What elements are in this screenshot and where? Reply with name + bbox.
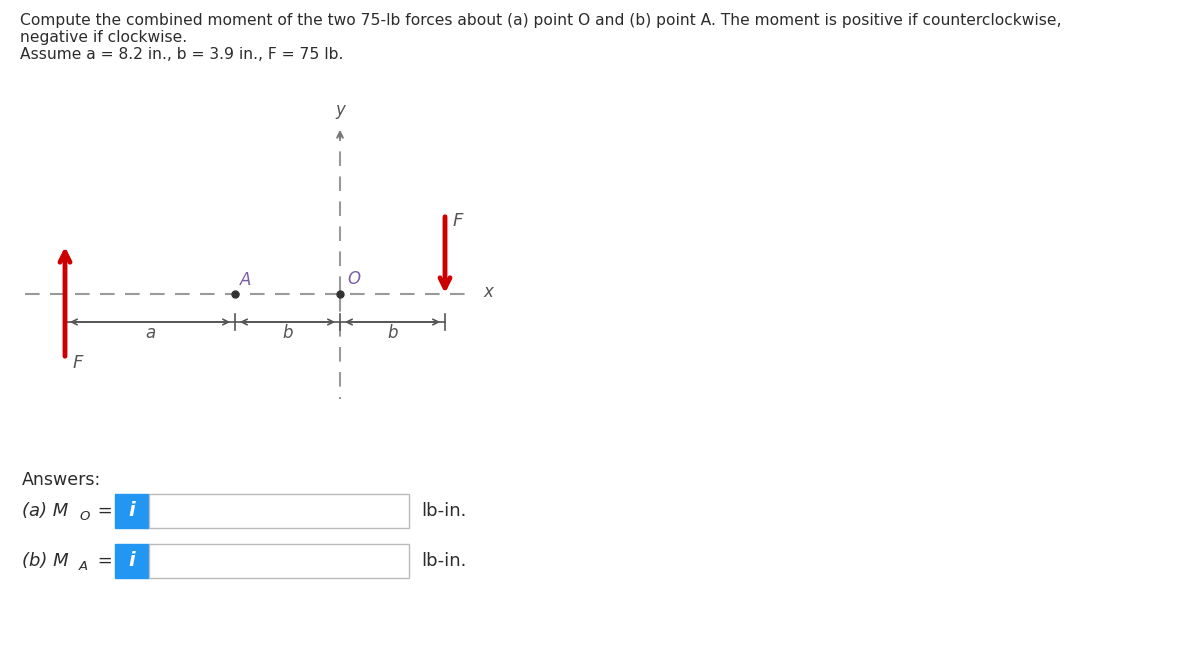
- Text: A: A: [79, 559, 88, 572]
- Text: y: y: [335, 101, 344, 119]
- Text: F: F: [454, 212, 463, 230]
- Bar: [149, 494, 409, 528]
- Text: (b) M: (b) M: [22, 552, 68, 570]
- Text: lb-in.: lb-in.: [421, 502, 467, 520]
- Text: b: b: [282, 324, 293, 342]
- Text: negative if clockwise.: negative if clockwise.: [20, 30, 187, 45]
- Text: O: O: [347, 270, 360, 288]
- Bar: [115, 544, 149, 578]
- Text: Answers:: Answers:: [22, 471, 101, 489]
- Text: O: O: [79, 509, 89, 522]
- Text: F: F: [73, 354, 83, 372]
- Text: i: i: [128, 552, 136, 570]
- Text: b: b: [388, 324, 397, 342]
- Bar: [149, 544, 409, 578]
- Text: =: =: [92, 552, 113, 570]
- Text: (a) M: (a) M: [22, 502, 68, 520]
- Text: a: a: [145, 324, 155, 342]
- Bar: [115, 494, 149, 528]
- Text: A: A: [240, 271, 251, 289]
- Text: Assume a = 8.2 in., b = 3.9 in., F = 75 lb.: Assume a = 8.2 in., b = 3.9 in., F = 75 …: [20, 47, 343, 62]
- Text: =: =: [92, 502, 113, 520]
- Text: Compute the combined moment of the two 75-lb forces about (a) point O and (b) po: Compute the combined moment of the two 7…: [20, 13, 1062, 28]
- Text: x: x: [482, 283, 493, 301]
- Text: i: i: [128, 502, 136, 520]
- Text: lb-in.: lb-in.: [421, 552, 467, 570]
